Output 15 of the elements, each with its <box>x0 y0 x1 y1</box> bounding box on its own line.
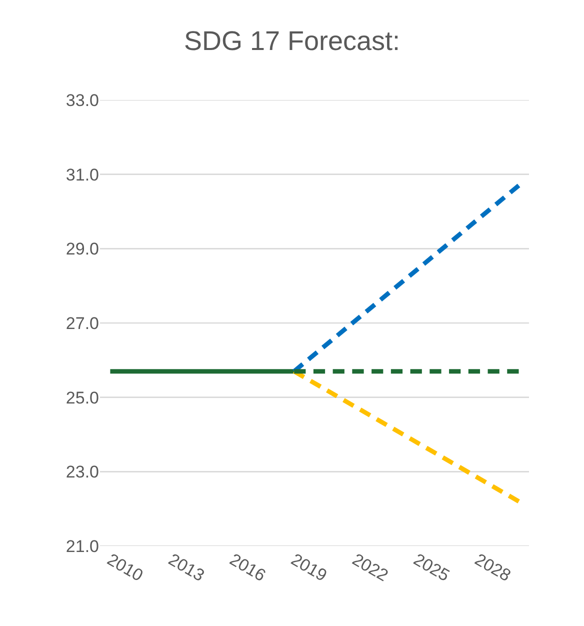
y-tick-label: 23.0 <box>66 462 99 482</box>
x-tick-label: 2019 <box>288 550 330 586</box>
y-tick-label: 29.0 <box>66 240 99 259</box>
x-tick-label: 2028 <box>472 550 514 586</box>
x-tick-label: 2010 <box>104 550 146 586</box>
y-tick-label: 21.0 <box>66 536 99 556</box>
x-tick-label: 2022 <box>349 550 392 586</box>
x-tick-label: 2016 <box>226 550 269 586</box>
x-tick-label: 2013 <box>165 550 208 586</box>
x-tick-label: 2025 <box>410 550 453 586</box>
y-tick-label: 25.0 <box>66 388 99 408</box>
y-tick-label: 31.0 <box>66 165 99 184</box>
y-tick-label: 33.0 <box>66 90 99 110</box>
chart-title: SDG 17 Forecast: <box>184 26 400 56</box>
y-tick-label: 27.0 <box>66 314 99 333</box>
